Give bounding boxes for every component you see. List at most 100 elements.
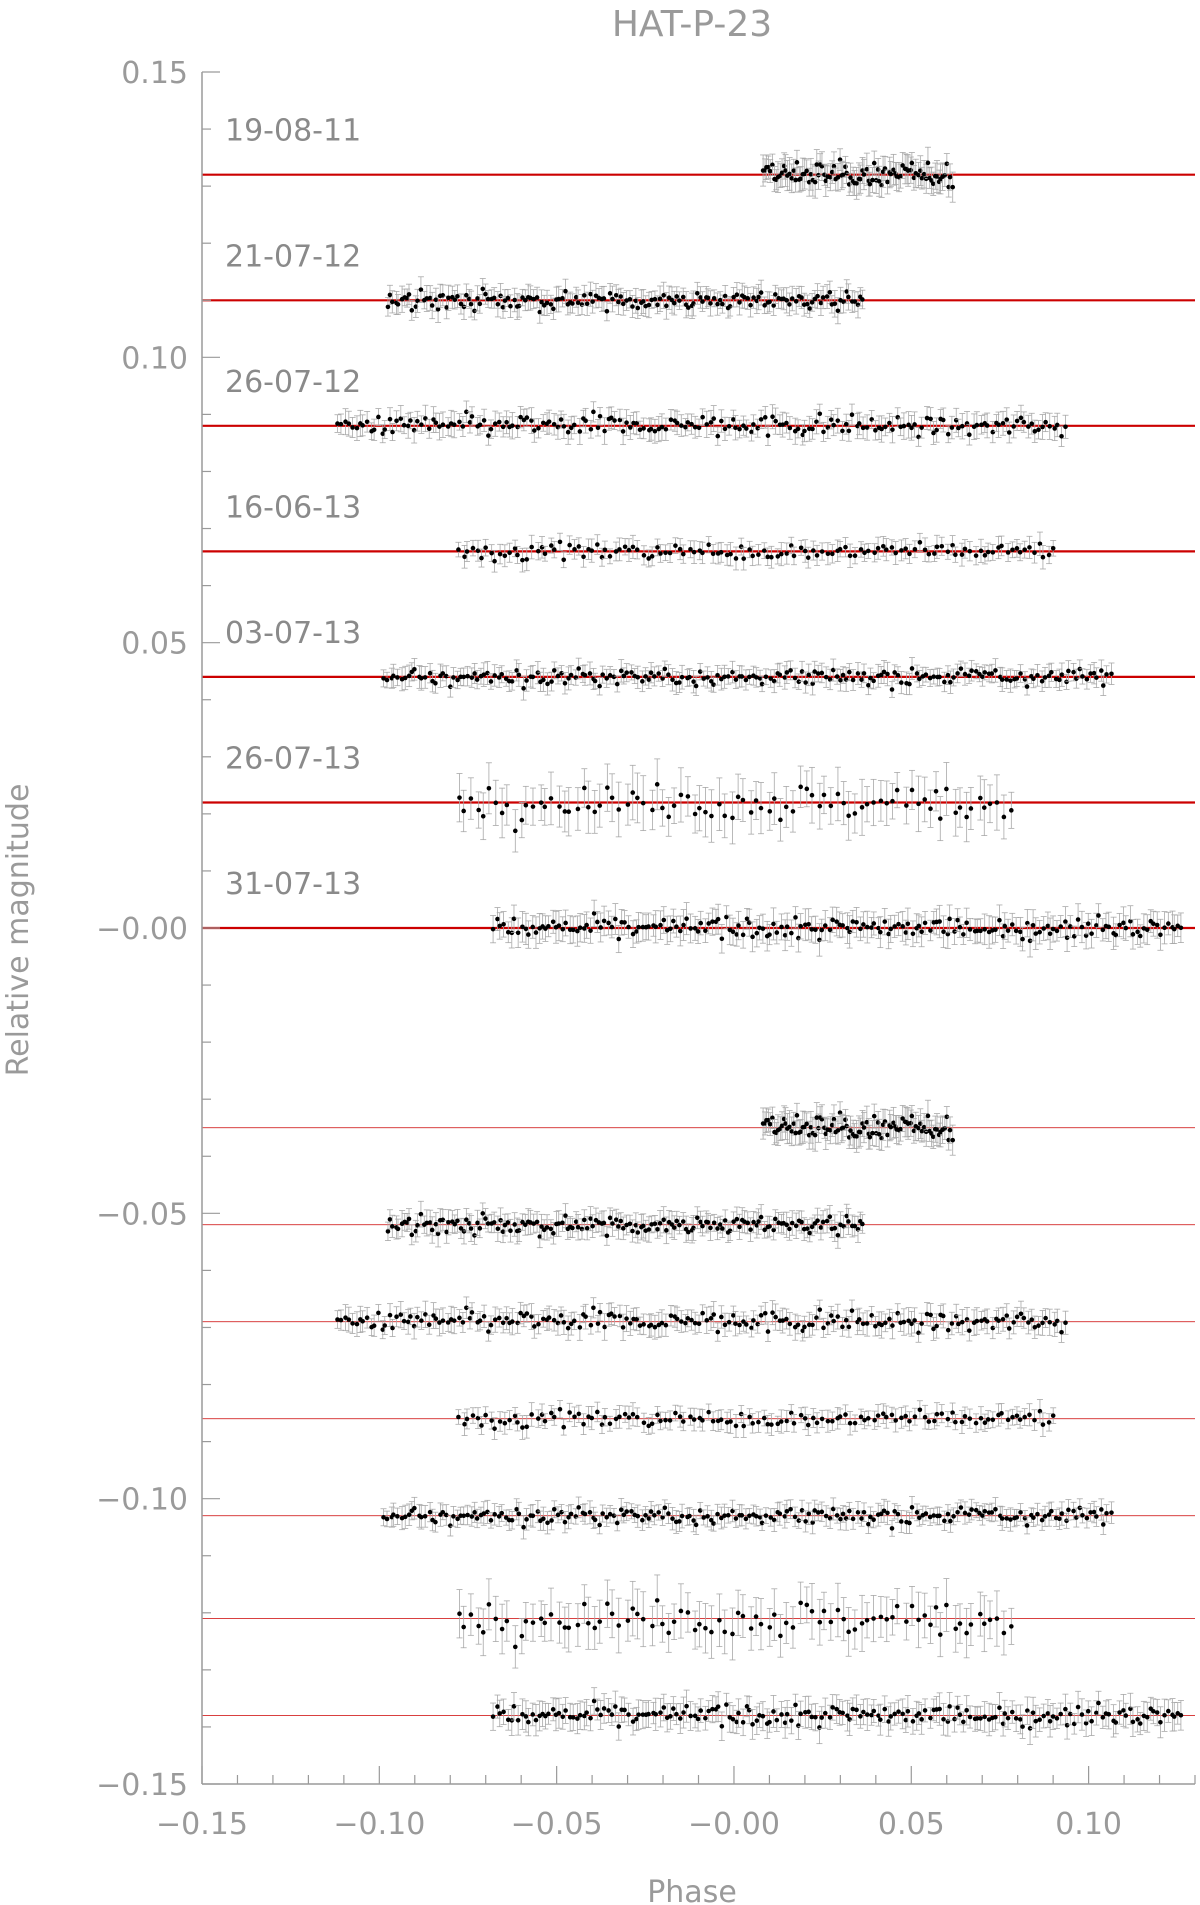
residual-point: [404, 1220, 410, 1225]
data-point: [858, 547, 864, 552]
residual-point: [536, 1321, 541, 1327]
residual-point: [953, 1419, 958, 1425]
data-point: [440, 422, 446, 428]
residual-point: [641, 1322, 646, 1327]
residual-point: [844, 1213, 850, 1219]
data-point: [595, 542, 600, 547]
residual-point: [978, 1415, 984, 1421]
residual-point: [385, 1229, 391, 1234]
data-point: [469, 414, 475, 419]
residual-point: [561, 1424, 567, 1430]
residual-point: [1010, 1414, 1015, 1420]
residual-point: [371, 1323, 377, 1329]
data-point: [956, 425, 961, 431]
data-point: [808, 171, 814, 177]
data-point: [1032, 550, 1037, 556]
data-point: [583, 418, 588, 424]
residual-point: [908, 1120, 914, 1126]
residual-point: [495, 1226, 501, 1232]
data-point: [514, 668, 519, 673]
data-point: [788, 543, 794, 548]
data-point: [455, 293, 460, 299]
data-point: [529, 544, 534, 550]
data-point: [807, 306, 813, 311]
data-point: [1063, 424, 1068, 430]
data-point: [899, 548, 904, 553]
data-point: [1022, 547, 1027, 552]
data-point: [715, 433, 721, 439]
data-point: [540, 420, 546, 426]
residual-point: [1004, 1313, 1010, 1318]
residual-point: [464, 1305, 469, 1311]
residual-point: [828, 1313, 834, 1318]
residual-point: [613, 1416, 619, 1422]
data-point: [480, 286, 486, 292]
residual-point: [500, 1320, 506, 1326]
data-point: [648, 426, 654, 432]
data-point: [591, 409, 596, 415]
residual-point: [637, 1323, 643, 1328]
residual-point: [595, 1321, 601, 1326]
data-point: [990, 429, 996, 435]
data-point: [779, 170, 785, 176]
residual-point: [663, 1322, 669, 1328]
residual-point: [551, 1317, 557, 1323]
residual-point: [950, 1137, 956, 1143]
residual-point: [780, 1318, 785, 1323]
residual-point: [967, 1416, 973, 1421]
residual-point: [491, 1220, 497, 1225]
data-point: [700, 550, 705, 556]
residual-point: [849, 1308, 855, 1313]
residual-point: [751, 1318, 756, 1323]
data-point: [832, 301, 838, 307]
data-point: [1027, 545, 1032, 550]
data-point: [1050, 545, 1056, 551]
residual-point: [829, 1122, 835, 1128]
residual-point: [812, 1132, 818, 1138]
data-point: [635, 305, 641, 311]
residuals-21-07-12: [384, 1200, 866, 1249]
data-point: [512, 297, 517, 303]
data-point: [641, 426, 646, 431]
data-point: [404, 295, 410, 301]
residual-point: [607, 1215, 613, 1221]
data-point: [346, 421, 352, 426]
residual-point: [805, 1226, 810, 1231]
residual-point: [627, 1221, 633, 1227]
residual-point: [461, 1229, 467, 1234]
residual-point: [677, 1414, 683, 1419]
residual-point: [458, 1226, 464, 1231]
data-point: [852, 553, 858, 559]
data-point: [706, 542, 712, 548]
residual-point: [959, 1319, 965, 1325]
residual-point: [928, 1312, 933, 1318]
data-point: [762, 303, 767, 308]
residual-point: [630, 1411, 636, 1417]
residual-point: [843, 1317, 849, 1323]
data-point: [472, 671, 477, 676]
data-point: [387, 292, 393, 298]
residual-point: [467, 1315, 473, 1321]
residual-point: [483, 1412, 488, 1418]
residual-point: [1017, 1417, 1023, 1422]
residual-point: [387, 1312, 393, 1318]
residual-point: [1021, 1315, 1027, 1321]
residual-point: [655, 1226, 660, 1232]
residual-point: [568, 1321, 574, 1327]
data-point: [561, 424, 567, 429]
residual-point: [791, 1121, 797, 1126]
residual-point: [431, 1313, 436, 1318]
residual-point: [435, 1231, 441, 1237]
residual-point: [939, 1411, 945, 1416]
residual-point: [618, 1218, 624, 1224]
residual-point: [726, 1319, 732, 1325]
residual-point: [508, 1228, 513, 1234]
data-point: [945, 549, 951, 555]
residual-point: [664, 1228, 669, 1233]
residual-point: [802, 1324, 807, 1330]
residual-point: [548, 1410, 554, 1416]
residual-point: [791, 1421, 797, 1426]
data-point: [861, 172, 867, 177]
data-point: [722, 426, 728, 432]
residual-point: [795, 1322, 801, 1328]
